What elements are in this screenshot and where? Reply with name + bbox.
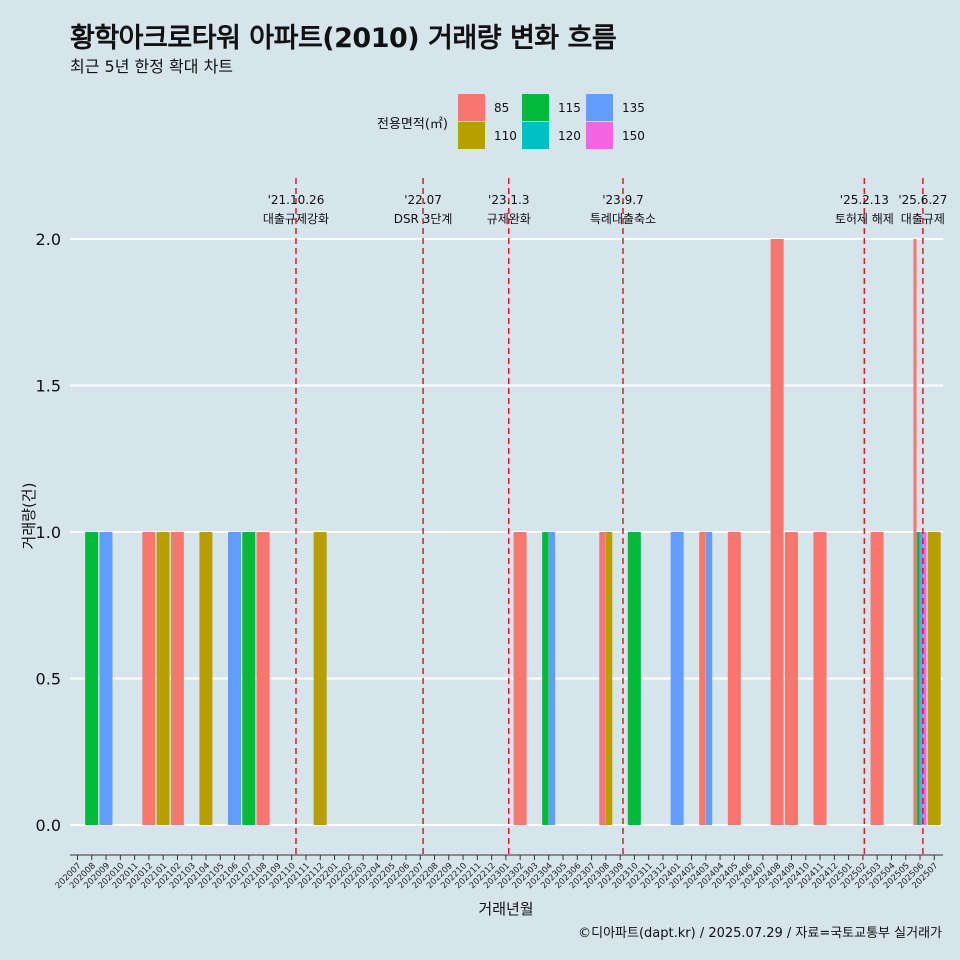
legend-label: 85 <box>494 101 509 115</box>
event-label: 규제완화 <box>487 212 531 226</box>
bar-202304-115 <box>542 532 549 825</box>
legend-label: 135 <box>622 101 645 115</box>
event-label: 토허제 해제 <box>835 212 894 226</box>
legend-swatch-110 <box>458 122 485 149</box>
y-tick-label: 1.5 <box>36 377 61 396</box>
event-label: 특례대출축소 <box>590 212 656 226</box>
bar-202107-115 <box>242 532 256 825</box>
y-tick-label: 0.0 <box>36 816 61 835</box>
bar-202503-85 <box>870 532 884 825</box>
event-date: '25.2.13 <box>840 193 889 207</box>
event-date: '22.07 <box>404 193 442 207</box>
bar-202401-135 <box>670 532 684 825</box>
bar-202403-135 <box>705 532 713 825</box>
legend-label: 120 <box>558 129 581 143</box>
y-tick-label: 0.5 <box>36 670 61 689</box>
event-label: 대출규제 <box>901 212 945 226</box>
bar-202506-135 <box>920 532 924 825</box>
legend-title: 전용면적(㎡) <box>377 117 448 132</box>
bar-202408-85 <box>770 239 784 825</box>
legend-swatch-120 <box>522 122 549 149</box>
event-date: '23.1.3 <box>488 193 529 207</box>
bar-202308-85 <box>599 532 606 825</box>
legend-label: 110 <box>494 129 517 143</box>
chart-title: 황학아크로타워 아파트(2010) 거래량 변화 흐름 <box>70 23 617 54</box>
event-date: '25.6.27 <box>898 193 947 207</box>
bar-202009-135 <box>99 532 113 825</box>
y-tick-label: 1.0 <box>36 523 61 542</box>
bar-202304-135 <box>548 532 556 825</box>
event-date: '23.9.7 <box>602 193 643 207</box>
event-date: '21.10.26 <box>268 193 325 207</box>
bar-202102-85 <box>170 532 184 825</box>
chart-subtitle: 최근 5년 한정 확대 차트 <box>70 57 234 76</box>
bar-202409-85 <box>784 532 798 825</box>
source-caption: ©디아파트(dapt.kr) / 2025.07.29 / 자료=국토교통부 실… <box>578 926 942 941</box>
bar-202507-110 <box>927 532 941 825</box>
event-label: 대출규제강화 <box>263 212 329 226</box>
bar-202506-115 <box>916 532 920 825</box>
bar-202506-150 <box>923 532 927 825</box>
bar-202108-85 <box>256 532 270 825</box>
bar-202112-110 <box>313 532 327 825</box>
bar-202310-115 <box>627 532 641 825</box>
legend-swatch-85 <box>458 94 485 121</box>
legend-swatch-150 <box>586 122 613 149</box>
bar-202008-115 <box>85 532 99 825</box>
bar-202012-85 <box>142 532 156 825</box>
bar-202302-85 <box>513 532 527 825</box>
bar-202101-110 <box>156 532 170 825</box>
legend-label: 150 <box>622 129 645 143</box>
legend-label: 115 <box>558 101 581 115</box>
y-axis-title: 거래량(건) <box>20 483 38 550</box>
bar-202403-85 <box>699 532 706 825</box>
bar-202308-110 <box>605 532 613 825</box>
x-axis-title: 거래년월 <box>478 900 533 918</box>
bar-202104-110 <box>199 532 213 825</box>
y-tick-label: 2.0 <box>36 230 61 249</box>
legend-swatch-115 <box>522 94 549 121</box>
legend-swatch-135 <box>586 94 613 121</box>
bar-202411-85 <box>813 532 827 825</box>
bar-202405-85 <box>727 532 741 825</box>
event-label: DSR 3단계 <box>394 212 453 226</box>
bar-202506-85 <box>913 239 917 825</box>
bar-202106-135 <box>227 532 241 825</box>
